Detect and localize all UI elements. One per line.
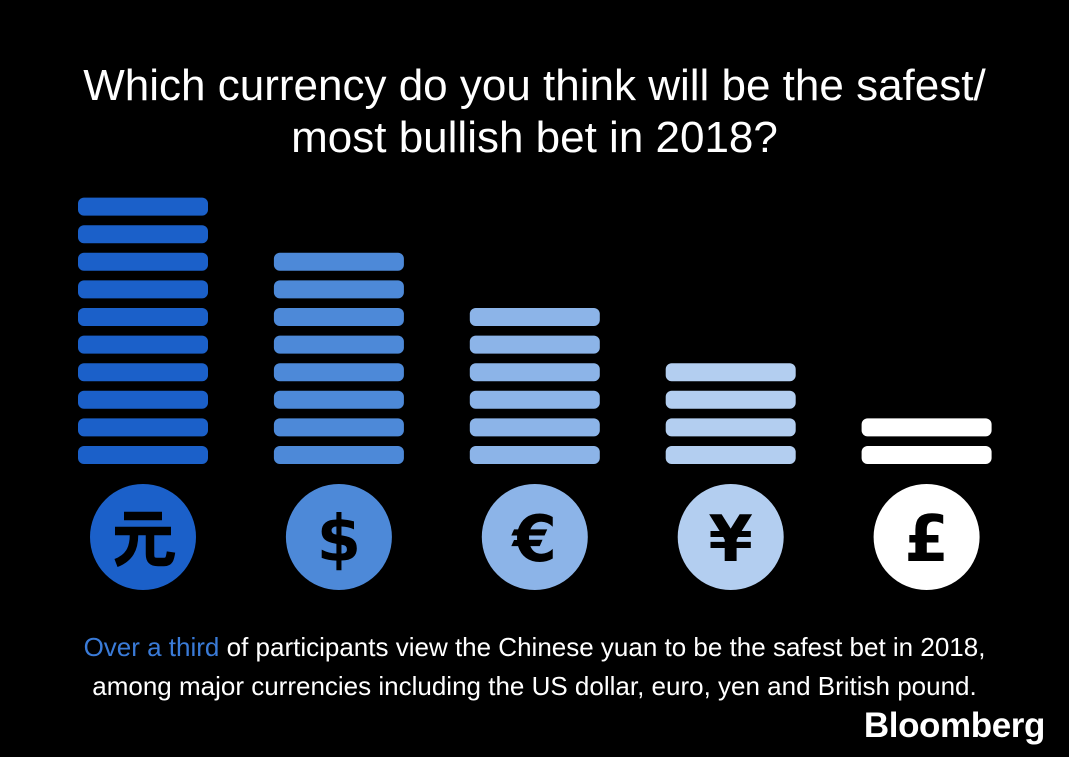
euro-badge-circle: [481, 484, 588, 590]
euro-coin-6: [469, 308, 600, 326]
yen-symbol: ¥: [708, 503, 753, 577]
yuan-coin-2: [78, 418, 208, 437]
dollar-coin-5: [273, 335, 404, 354]
caption: Over a third of participants view the Ch…: [0, 628, 1069, 706]
yuan-symbol-stroke-4: [145, 535, 176, 567]
pound-symbol: £: [904, 503, 949, 577]
dollar-symbol: $: [317, 503, 362, 577]
euro-coin-1: [469, 446, 600, 464]
euro-coin-stack: [469, 308, 600, 464]
dollar-coin-6: [273, 308, 404, 326]
yuan-coin-5: [78, 335, 208, 354]
yuan-badge-circle: [90, 484, 196, 590]
yuan-coin-3: [78, 390, 208, 409]
yen-coin-3: [665, 390, 796, 409]
dollar-coin-3: [273, 390, 404, 409]
yuan-coin-6: [78, 308, 208, 326]
yen-coin-1: [665, 446, 796, 464]
euro-symbol: €: [511, 503, 558, 577]
dollar-coin-2: [273, 418, 404, 437]
coin-stack-chart: 元 $ € ¥ £: [78, 197, 992, 590]
yuan-coin-stack: [78, 197, 208, 464]
yuan-coin-7: [78, 280, 208, 299]
euro-coin-3: [469, 390, 600, 409]
euro-coin-5: [469, 335, 600, 354]
yen-coin-4: [665, 363, 796, 382]
yuan-coin-1: [78, 446, 208, 464]
euro-coin-2: [469, 418, 600, 437]
yen-icon: ¥: [677, 484, 784, 590]
yen-coin-stack: [665, 363, 796, 464]
caption-highlight: Over a third: [83, 632, 220, 662]
yen-coin-2: [665, 418, 796, 437]
caption-line-1-text: of participants view the Chinese yuan to…: [219, 632, 986, 662]
dollar-coin-stack: [273, 252, 404, 464]
yuan-icon: 元: [90, 484, 196, 590]
yuan-coin-9: [78, 225, 208, 244]
caption-line-2-text: among major currencies including the US …: [92, 671, 977, 701]
chart-title: Which currency do you think will be the …: [83, 61, 986, 162]
bloomberg-logo: Bloomberg: [863, 706, 1046, 745]
dollar-badge-circle: [285, 484, 392, 590]
yuan-symbol-stroke-3: [114, 534, 139, 567]
pound-coin-1: [861, 446, 992, 464]
pound-badge-circle: [873, 484, 980, 590]
dollar-coin-1: [273, 446, 404, 464]
yuan-symbol: 元: [114, 511, 176, 567]
yuan-coin-8: [78, 252, 208, 271]
dollar-coin-8: [273, 252, 404, 271]
dollar-coin-4: [273, 363, 404, 382]
pound-coin-stack: [861, 418, 992, 464]
pound-coin-2: [861, 418, 992, 437]
euro-coin-4: [469, 363, 600, 382]
euro-icon: €: [481, 484, 588, 590]
yuan-coin-4: [78, 363, 208, 382]
yuan-coin-10: [78, 197, 208, 216]
dollar-icon: $: [285, 484, 392, 590]
pound-icon: £: [873, 484, 980, 590]
yen-badge-circle: [677, 484, 784, 590]
dollar-coin-7: [273, 280, 404, 299]
